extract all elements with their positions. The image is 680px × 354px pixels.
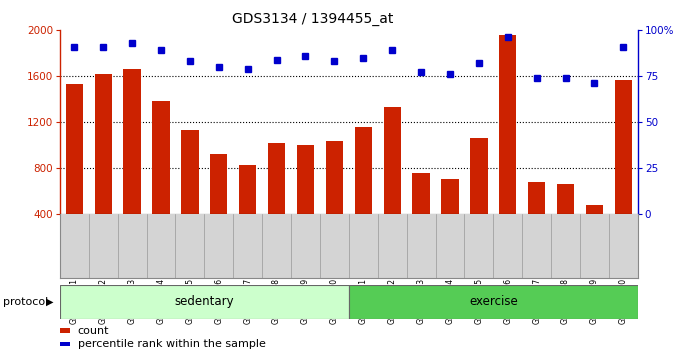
- Text: ▶: ▶: [46, 297, 54, 307]
- Bar: [60, 285, 349, 319]
- Text: GDS3134 / 1394455_at: GDS3134 / 1394455_at: [232, 12, 394, 27]
- Bar: [615, 80, 632, 260]
- Bar: [65, 84, 83, 260]
- Text: count: count: [78, 326, 109, 336]
- Text: percentile rank within the sample: percentile rank within the sample: [78, 339, 266, 349]
- Bar: [268, 143, 285, 260]
- Bar: [354, 127, 372, 260]
- Bar: [95, 74, 112, 260]
- Bar: [296, 145, 314, 260]
- Text: protocol: protocol: [3, 297, 49, 307]
- Bar: [239, 165, 256, 260]
- Bar: [470, 138, 488, 260]
- Bar: [412, 173, 430, 260]
- Bar: [557, 184, 574, 260]
- Bar: [384, 107, 401, 260]
- Text: exercise: exercise: [469, 295, 517, 308]
- Bar: [60, 342, 70, 347]
- Text: sedentary: sedentary: [175, 295, 234, 308]
- Bar: [326, 141, 343, 260]
- Bar: [210, 154, 227, 260]
- Bar: [528, 182, 545, 260]
- Bar: [585, 205, 603, 260]
- Bar: [499, 35, 516, 260]
- Bar: [152, 101, 170, 260]
- Bar: [349, 285, 638, 319]
- Bar: [123, 69, 141, 260]
- Bar: [181, 130, 199, 260]
- Bar: [60, 328, 70, 333]
- Bar: [441, 178, 458, 260]
